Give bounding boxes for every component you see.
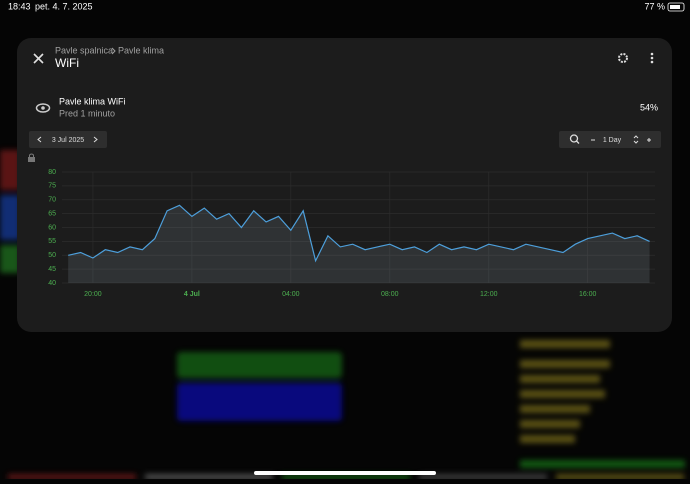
settings-button[interactable] <box>618 53 628 63</box>
breadcrumb-device[interactable]: Pavle klima <box>118 45 164 55</box>
y-tick-label: 65 <box>48 210 56 217</box>
y-tick-label: 50 <box>48 252 56 259</box>
y-tick-label: 70 <box>48 197 56 204</box>
y-tick-label: 55 <box>48 238 56 245</box>
x-tick-label: 20:00 <box>84 291 102 298</box>
y-tick-label: 60 <box>48 224 56 231</box>
breadcrumb-area[interactable]: Pavle spalnica <box>55 45 113 55</box>
zoom-select[interactable] <box>633 135 639 144</box>
y-tick-label: 40 <box>48 280 56 287</box>
zoom-in[interactable] <box>647 138 651 142</box>
battery-level <box>670 5 680 9</box>
zoom-icon-handle <box>576 140 580 144</box>
status-battery: 77 % <box>644 1 665 11</box>
background-dashboard <box>0 150 685 480</box>
dialog <box>17 38 672 332</box>
date-prev[interactable] <box>37 136 42 143</box>
entity-name: Pavle klima WiFi <box>59 96 126 106</box>
y-tick-label: 45 <box>48 266 56 273</box>
line <box>68 204 650 263</box>
lock-shackle <box>29 153 34 157</box>
status-time: 18:43 <box>8 1 31 11</box>
battery-icon <box>667 2 685 12</box>
zoom-icon[interactable] <box>569 134 579 143</box>
date-label[interactable]: 3 Jul 2025 <box>52 137 84 144</box>
menu-button[interactable] <box>650 52 654 64</box>
dialog-title: WiFi <box>55 56 79 70</box>
date-picker[interactable] <box>29 131 107 148</box>
status-date: pet. 4. 7. 2025 <box>35 1 93 11</box>
x-tick-label: 4 Jul <box>184 291 200 298</box>
x-tick-label: 04:00 <box>282 291 300 298</box>
entity-updated: Pred 1 minuto <box>59 108 115 118</box>
chart: 40 45 50 55 60 65 70 75 80 20:00 4 Jul 04:00 08:00 12… <box>48 169 655 298</box>
zoom-range[interactable]: 1 Day <box>603 137 622 144</box>
area <box>68 205 650 283</box>
close-button[interactable] <box>33 53 44 64</box>
x-tick-label: 08:00 <box>381 291 399 298</box>
lock-icon[interactable] <box>28 157 35 162</box>
date-next[interactable] <box>93 136 98 143</box>
x-tick-label: 12:00 <box>480 291 498 298</box>
y-tick-label: 80 <box>48 169 56 176</box>
y-tick-label: 75 <box>48 183 56 190</box>
zoom-control <box>559 131 661 148</box>
entity-icon <box>35 103 51 113</box>
breadcrumb-separator <box>111 47 116 55</box>
home-indicator <box>254 471 436 475</box>
x-tick-label: 16:00 <box>579 291 597 298</box>
entity-icon-pupil <box>41 106 45 110</box>
entity-state: 54% <box>640 102 658 112</box>
